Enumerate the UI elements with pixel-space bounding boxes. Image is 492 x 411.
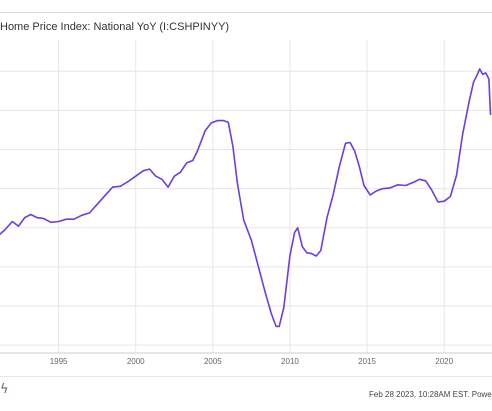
top-divider <box>0 12 492 13</box>
x-tick-label: 2000 <box>127 357 145 366</box>
x-tick-label: 2015 <box>358 357 376 366</box>
series-group <box>0 68 492 328</box>
x-tick-label: 1995 <box>50 357 68 366</box>
series-line <box>0 68 492 328</box>
footer-timestamp: Feb 28 2023, 10:28AM EST. Powered b <box>369 390 492 399</box>
ycharts-bolt-icon: ϟ <box>0 382 9 397</box>
x-tick-labels: 1995 2000 2005 2010 2015 2020 <box>50 357 454 366</box>
x-tick-label: 2020 <box>435 357 453 366</box>
legend-series-label: Home Price Index: National YoY (I:CSHPIN… <box>0 21 230 33</box>
bottom-divider <box>0 376 492 377</box>
x-tick-label: 2010 <box>281 357 299 366</box>
x-tick-label: 2005 <box>204 357 222 366</box>
grid-lines <box>0 40 492 354</box>
